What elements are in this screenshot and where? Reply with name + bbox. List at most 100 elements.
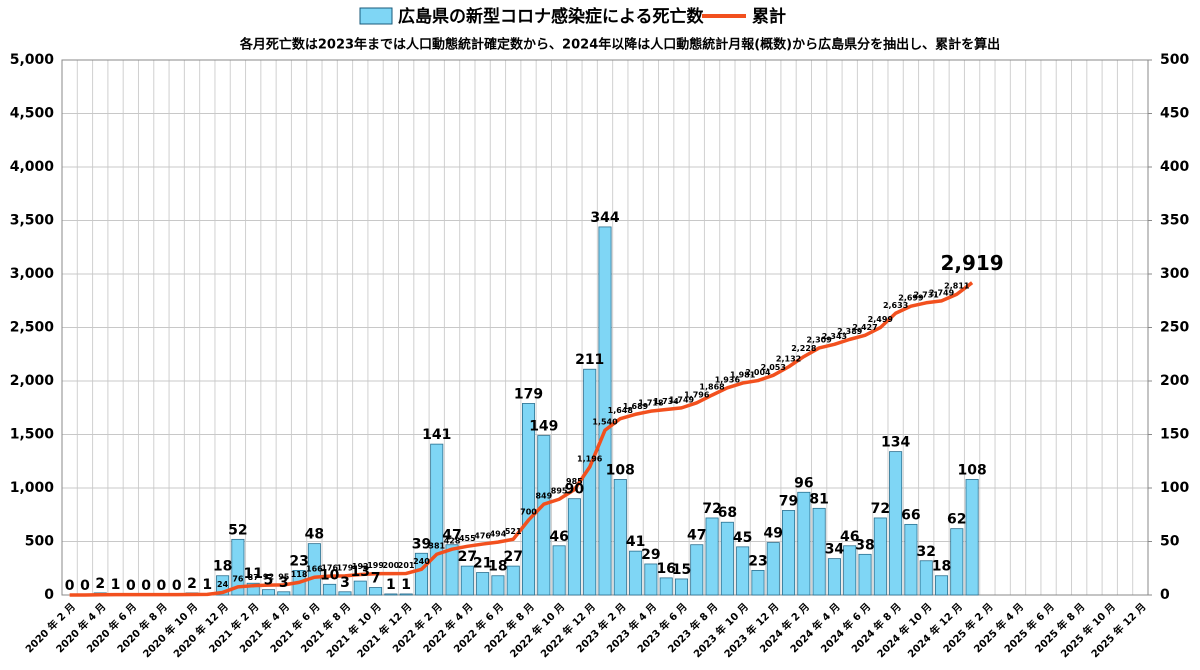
bar-label: 34 bbox=[825, 542, 845, 558]
cumulative-label: 1,749 bbox=[669, 395, 695, 404]
y2-tick-label: 400 bbox=[1160, 159, 1189, 175]
cumulative-label: 2,004 bbox=[745, 368, 771, 377]
cumulative-label: 2,811 bbox=[944, 282, 970, 291]
bar-label: 18 bbox=[213, 559, 232, 575]
bar-label: 0 bbox=[157, 578, 167, 594]
y2-tick-label: 0 bbox=[1160, 587, 1170, 603]
bar bbox=[919, 560, 933, 596]
cumulative-label: 700 bbox=[520, 508, 537, 517]
y2-tick-label: 200 bbox=[1160, 373, 1189, 389]
bar-label: 39 bbox=[412, 536, 431, 552]
cumulative-label: 1,936 bbox=[715, 375, 741, 384]
cumulative-label: 1,718 bbox=[638, 399, 664, 408]
bar bbox=[430, 443, 444, 596]
bar-label: 38 bbox=[855, 537, 874, 553]
bar-label: 45 bbox=[733, 530, 752, 546]
bar bbox=[476, 572, 490, 596]
cumulative-label: 2,053 bbox=[761, 363, 786, 372]
bar-label: 29 bbox=[641, 547, 660, 563]
bar bbox=[307, 543, 321, 596]
cumulative-label: 24 bbox=[217, 580, 229, 589]
bar bbox=[445, 544, 459, 596]
bar bbox=[369, 587, 383, 596]
cumulative-label: 240 bbox=[413, 557, 430, 566]
bar-label: 72 bbox=[871, 501, 890, 517]
cumulative-label: 1,796 bbox=[684, 390, 710, 399]
bar bbox=[644, 563, 658, 596]
x-tick-label: 2024 年 12 月 bbox=[905, 600, 965, 660]
bar bbox=[537, 435, 551, 596]
bar-label: 72 bbox=[702, 501, 721, 517]
bar-label: 0 bbox=[172, 578, 182, 594]
bar-label: 141 bbox=[422, 427, 451, 443]
cumulative-label: 2,389 bbox=[837, 327, 863, 336]
cumulative-label: 428 bbox=[444, 537, 461, 546]
y-tick-label: 2,000 bbox=[10, 373, 55, 389]
y-tick-label: 4,000 bbox=[10, 159, 55, 175]
bar-label: 68 bbox=[718, 505, 737, 521]
cumulative-label: 1,196 bbox=[577, 455, 603, 464]
bar-label: 149 bbox=[529, 419, 558, 435]
bar bbox=[934, 575, 949, 596]
y-tick-label: 2,500 bbox=[10, 320, 55, 336]
cumulative-label: 1,868 bbox=[699, 383, 725, 392]
cumulative-label: 1,734 bbox=[654, 397, 680, 406]
bar-label: 1 bbox=[401, 577, 411, 593]
cumulative-line bbox=[69, 281, 974, 597]
bar-label: 11 bbox=[243, 566, 262, 582]
chart-subtitle: 各月死亡数は2023年までは人口動態統計確定数から、2024年以降は人口動態統計… bbox=[239, 37, 1000, 53]
bar-label: 79 bbox=[779, 493, 798, 509]
bar-label: 62 bbox=[947, 512, 966, 528]
bar-label: 66 bbox=[901, 507, 920, 523]
cumulative-label: 76 bbox=[232, 574, 244, 583]
cumulative-label: 192 bbox=[352, 562, 369, 571]
cumulative-label: 1,648 bbox=[608, 406, 634, 415]
cumulative-label: 2,633 bbox=[883, 301, 908, 310]
cumulative-label: 2,499 bbox=[868, 315, 894, 324]
cumulative-label: 166 bbox=[306, 565, 323, 574]
bar-label: 32 bbox=[916, 544, 935, 560]
cumulative-label: 1,540 bbox=[592, 418, 618, 427]
bar-label: 27 bbox=[503, 549, 522, 565]
bar bbox=[323, 583, 337, 596]
bar-label: 49 bbox=[764, 526, 783, 542]
bar-label: 46 bbox=[549, 529, 568, 545]
cumulative-label: 521 bbox=[505, 527, 522, 536]
bar bbox=[338, 591, 352, 596]
bar-label: 47 bbox=[687, 528, 706, 544]
bar bbox=[231, 538, 245, 596]
legend-swatch-bar bbox=[359, 7, 393, 25]
x-tick-label: 2021 年 10 月 bbox=[324, 600, 384, 660]
bar bbox=[613, 479, 627, 596]
bar bbox=[873, 517, 887, 596]
cumulative-label: 494 bbox=[490, 530, 507, 539]
bar-label: 2 bbox=[187, 576, 197, 592]
bar bbox=[384, 593, 398, 596]
bar-label: 15 bbox=[672, 562, 691, 578]
cumulative-label: 2,749 bbox=[929, 288, 955, 297]
bar bbox=[720, 521, 734, 596]
bar-label: 96 bbox=[794, 475, 813, 491]
y-tick-label: 3,500 bbox=[10, 213, 55, 229]
bar bbox=[690, 544, 704, 596]
bar-label: 7 bbox=[371, 571, 381, 587]
x-tick-label: 2021 年 12 月 bbox=[354, 600, 414, 660]
bar-label: 5 bbox=[264, 573, 274, 589]
y-tick-label: 500 bbox=[25, 534, 54, 550]
x-tick-label: 2025 年 12 月 bbox=[1088, 600, 1148, 660]
x-tick-label: 2025 年 10 月 bbox=[1058, 600, 1118, 660]
cumulative-label: 2,731 bbox=[914, 290, 940, 299]
cumulative-label: 2,132 bbox=[776, 354, 801, 363]
x-tick-label: 2020 年 12 月 bbox=[171, 600, 231, 660]
cumulative-label: 849 bbox=[535, 492, 552, 501]
bar-label: 1 bbox=[202, 577, 212, 593]
bar-label: 344 bbox=[590, 210, 619, 226]
y2-tick-label: 100 bbox=[1160, 480, 1189, 496]
bar bbox=[827, 558, 841, 596]
bar bbox=[629, 550, 643, 596]
bar-label: 18 bbox=[488, 559, 507, 575]
bar bbox=[766, 542, 780, 596]
y-tick-label: 3,000 bbox=[10, 266, 55, 282]
cumulative-label: 199 bbox=[367, 561, 384, 570]
